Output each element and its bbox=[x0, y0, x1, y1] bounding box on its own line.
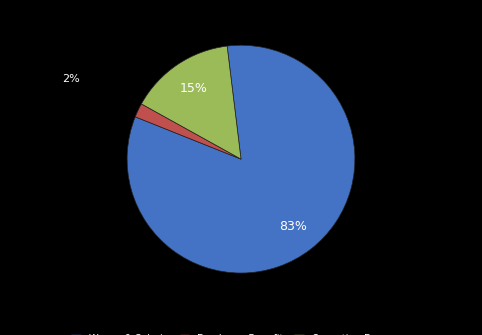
Text: 15%: 15% bbox=[179, 82, 207, 95]
Wedge shape bbox=[127, 45, 355, 273]
Wedge shape bbox=[141, 46, 241, 159]
Wedge shape bbox=[135, 104, 241, 159]
Legend: Wages & Salaries, Employee Benefits, Operating Expenses: Wages & Salaries, Employee Benefits, Ope… bbox=[67, 330, 415, 335]
Text: 83%: 83% bbox=[279, 220, 307, 233]
Text: 2%: 2% bbox=[62, 73, 80, 83]
